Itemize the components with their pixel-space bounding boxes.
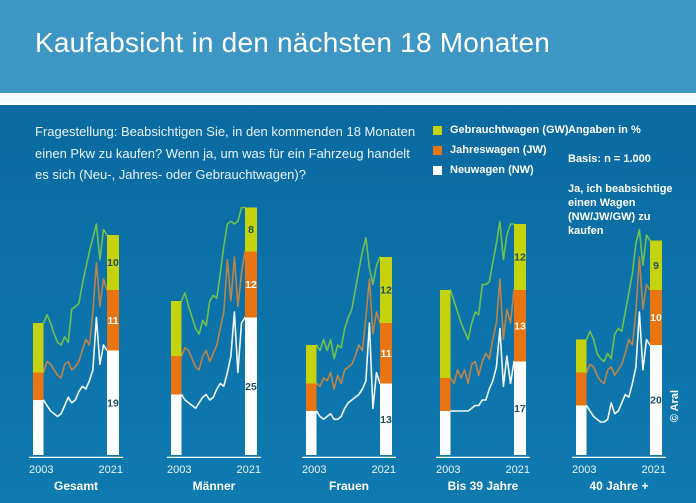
panel-gesamt: 19 11 10 2003 2021 Gesamt: [29, 200, 123, 493]
unit-note: Angaben in %: [568, 124, 641, 136]
bar-value-label: 13: [514, 320, 526, 332]
axis-year-labels: 2003 2021: [572, 464, 666, 476]
bar-value-label: 12: [380, 285, 392, 297]
legend-item-jahreswagen: Jahreswagen (JW): [433, 144, 569, 156]
chart-panels: 19 11 10 2003 2021 Gesamt 25 12 8 2003 2021 Männer 1…: [0, 105, 696, 503]
bar-value-label: 25: [245, 381, 257, 393]
axis-year-label: 2003: [29, 464, 54, 476]
axis-year-label: 2003: [167, 464, 192, 476]
axis-year-label: 2021: [371, 464, 396, 476]
header-band: Kaufabsicht in den nächsten 18 Monaten: [0, 0, 696, 93]
intention-note: Ja, ich beabsichtige einen Wagen (NW/JW/…: [568, 182, 688, 238]
panel-chart: 13 11 12: [302, 236, 396, 459]
intention-note-line-2: einen Wagen: [568, 197, 636, 209]
bar-value-label: 20: [650, 395, 662, 407]
gebrauchtwagen-swatch-icon: [433, 125, 442, 135]
question-line-1: Fragestellung: Beabsichtigen Sie, in den…: [35, 124, 416, 139]
info-column: Angaben in % Basis: n = 1.000 Ja, ich be…: [568, 124, 688, 238]
basis-note: Basis: n = 1.000: [568, 153, 651, 165]
legend: Gebrauchtwagen (GW) Jahreswagen (JW) Neu…: [433, 124, 569, 184]
bar-value-label: 8: [248, 224, 254, 236]
legend-label: Neuwagen (NW): [450, 164, 534, 176]
question-text: Fragestellung: Beabsichtigen Sie, in den…: [35, 121, 425, 186]
bar-value-label: 11: [107, 315, 118, 327]
neuwagen-swatch-icon: [433, 165, 442, 175]
legend-label: Jahreswagen (JW): [450, 144, 547, 156]
legend-item-gebrauchtwagen: Gebrauchtwagen (GW): [433, 124, 569, 136]
axis-year-label: 2021: [98, 464, 123, 476]
bar-value-label: 10: [107, 257, 119, 269]
bar-value-label: 9: [653, 260, 659, 272]
legend-item-neuwagen: Neuwagen (NW): [433, 164, 569, 176]
copyright-credit: © Aral: [669, 389, 681, 423]
header-divider-stripe: [0, 93, 696, 105]
axis-year-labels: 2003 2021: [302, 464, 396, 476]
panel-title: 40 Jahre +: [589, 479, 649, 493]
question-line-3: es sich (Neu-, Jahres- oder Gebrauchtwag…: [35, 167, 306, 182]
intention-note-line-1: Ja, ich beabsichtige: [568, 183, 673, 195]
bar-value-label: 12: [514, 252, 526, 264]
panel-title: Frauen: [328, 479, 369, 493]
panel-40-jahre-: 20 10 9 2003 2021 40 Jahre +: [572, 200, 666, 493]
panel-bis-39-jahre: 17 13 12 2003 2021 Bis 39 Jahre: [436, 200, 530, 493]
panel-chart: 20 10 9: [572, 228, 666, 459]
axis-year-labels: 2003 2021: [29, 464, 123, 476]
bar-value-label: 19: [107, 397, 119, 409]
axis-year-label: 2003: [436, 464, 461, 476]
axis-year-labels: 2003 2021: [167, 464, 261, 476]
chart-body: Fragestellung: Beabsichtigen Sie, in den…: [0, 105, 696, 503]
bar-value-label: 12: [245, 279, 257, 291]
panel-chart: 19 11 10: [29, 223, 123, 459]
legend-label: Gebrauchtwagen (GW): [450, 124, 569, 136]
bar-value-label: 10: [650, 312, 662, 324]
panel-m-nner: 25 12 8 2003 2021 Männer: [167, 200, 261, 493]
axis-year-label: 2021: [236, 464, 261, 476]
panel-chart: 25 12 8: [167, 206, 261, 459]
panel-title: Männer: [192, 479, 236, 493]
axis-year-label: 2021: [641, 464, 666, 476]
panel-title: Bis 39 Jahre: [447, 479, 519, 493]
page-title: Kaufabsicht in den nächsten 18 Monaten: [35, 27, 551, 58]
intention-note-line-3: (NW/JW/GW) zu kaufen: [568, 211, 651, 237]
bar-value-label: 13: [380, 414, 392, 426]
axis-year-label: 2003: [572, 464, 597, 476]
axis-year-label: 2021: [505, 464, 530, 476]
axis-year-label: 2003: [302, 464, 327, 476]
panel-title: Gesamt: [53, 479, 99, 493]
panel-chart: 17 13 12: [436, 220, 530, 459]
jahreswagen-swatch-icon: [433, 145, 442, 155]
bar-value-label: 11: [380, 348, 391, 360]
panel-frauen: 13 11 12 2003 2021 Frauen: [302, 200, 396, 493]
bar-value-label: 17: [514, 403, 526, 415]
question-line-2: einen Pkw zu kaufen? Wenn ja, um was für…: [35, 145, 410, 161]
axis-year-labels: 2003 2021: [436, 464, 530, 476]
